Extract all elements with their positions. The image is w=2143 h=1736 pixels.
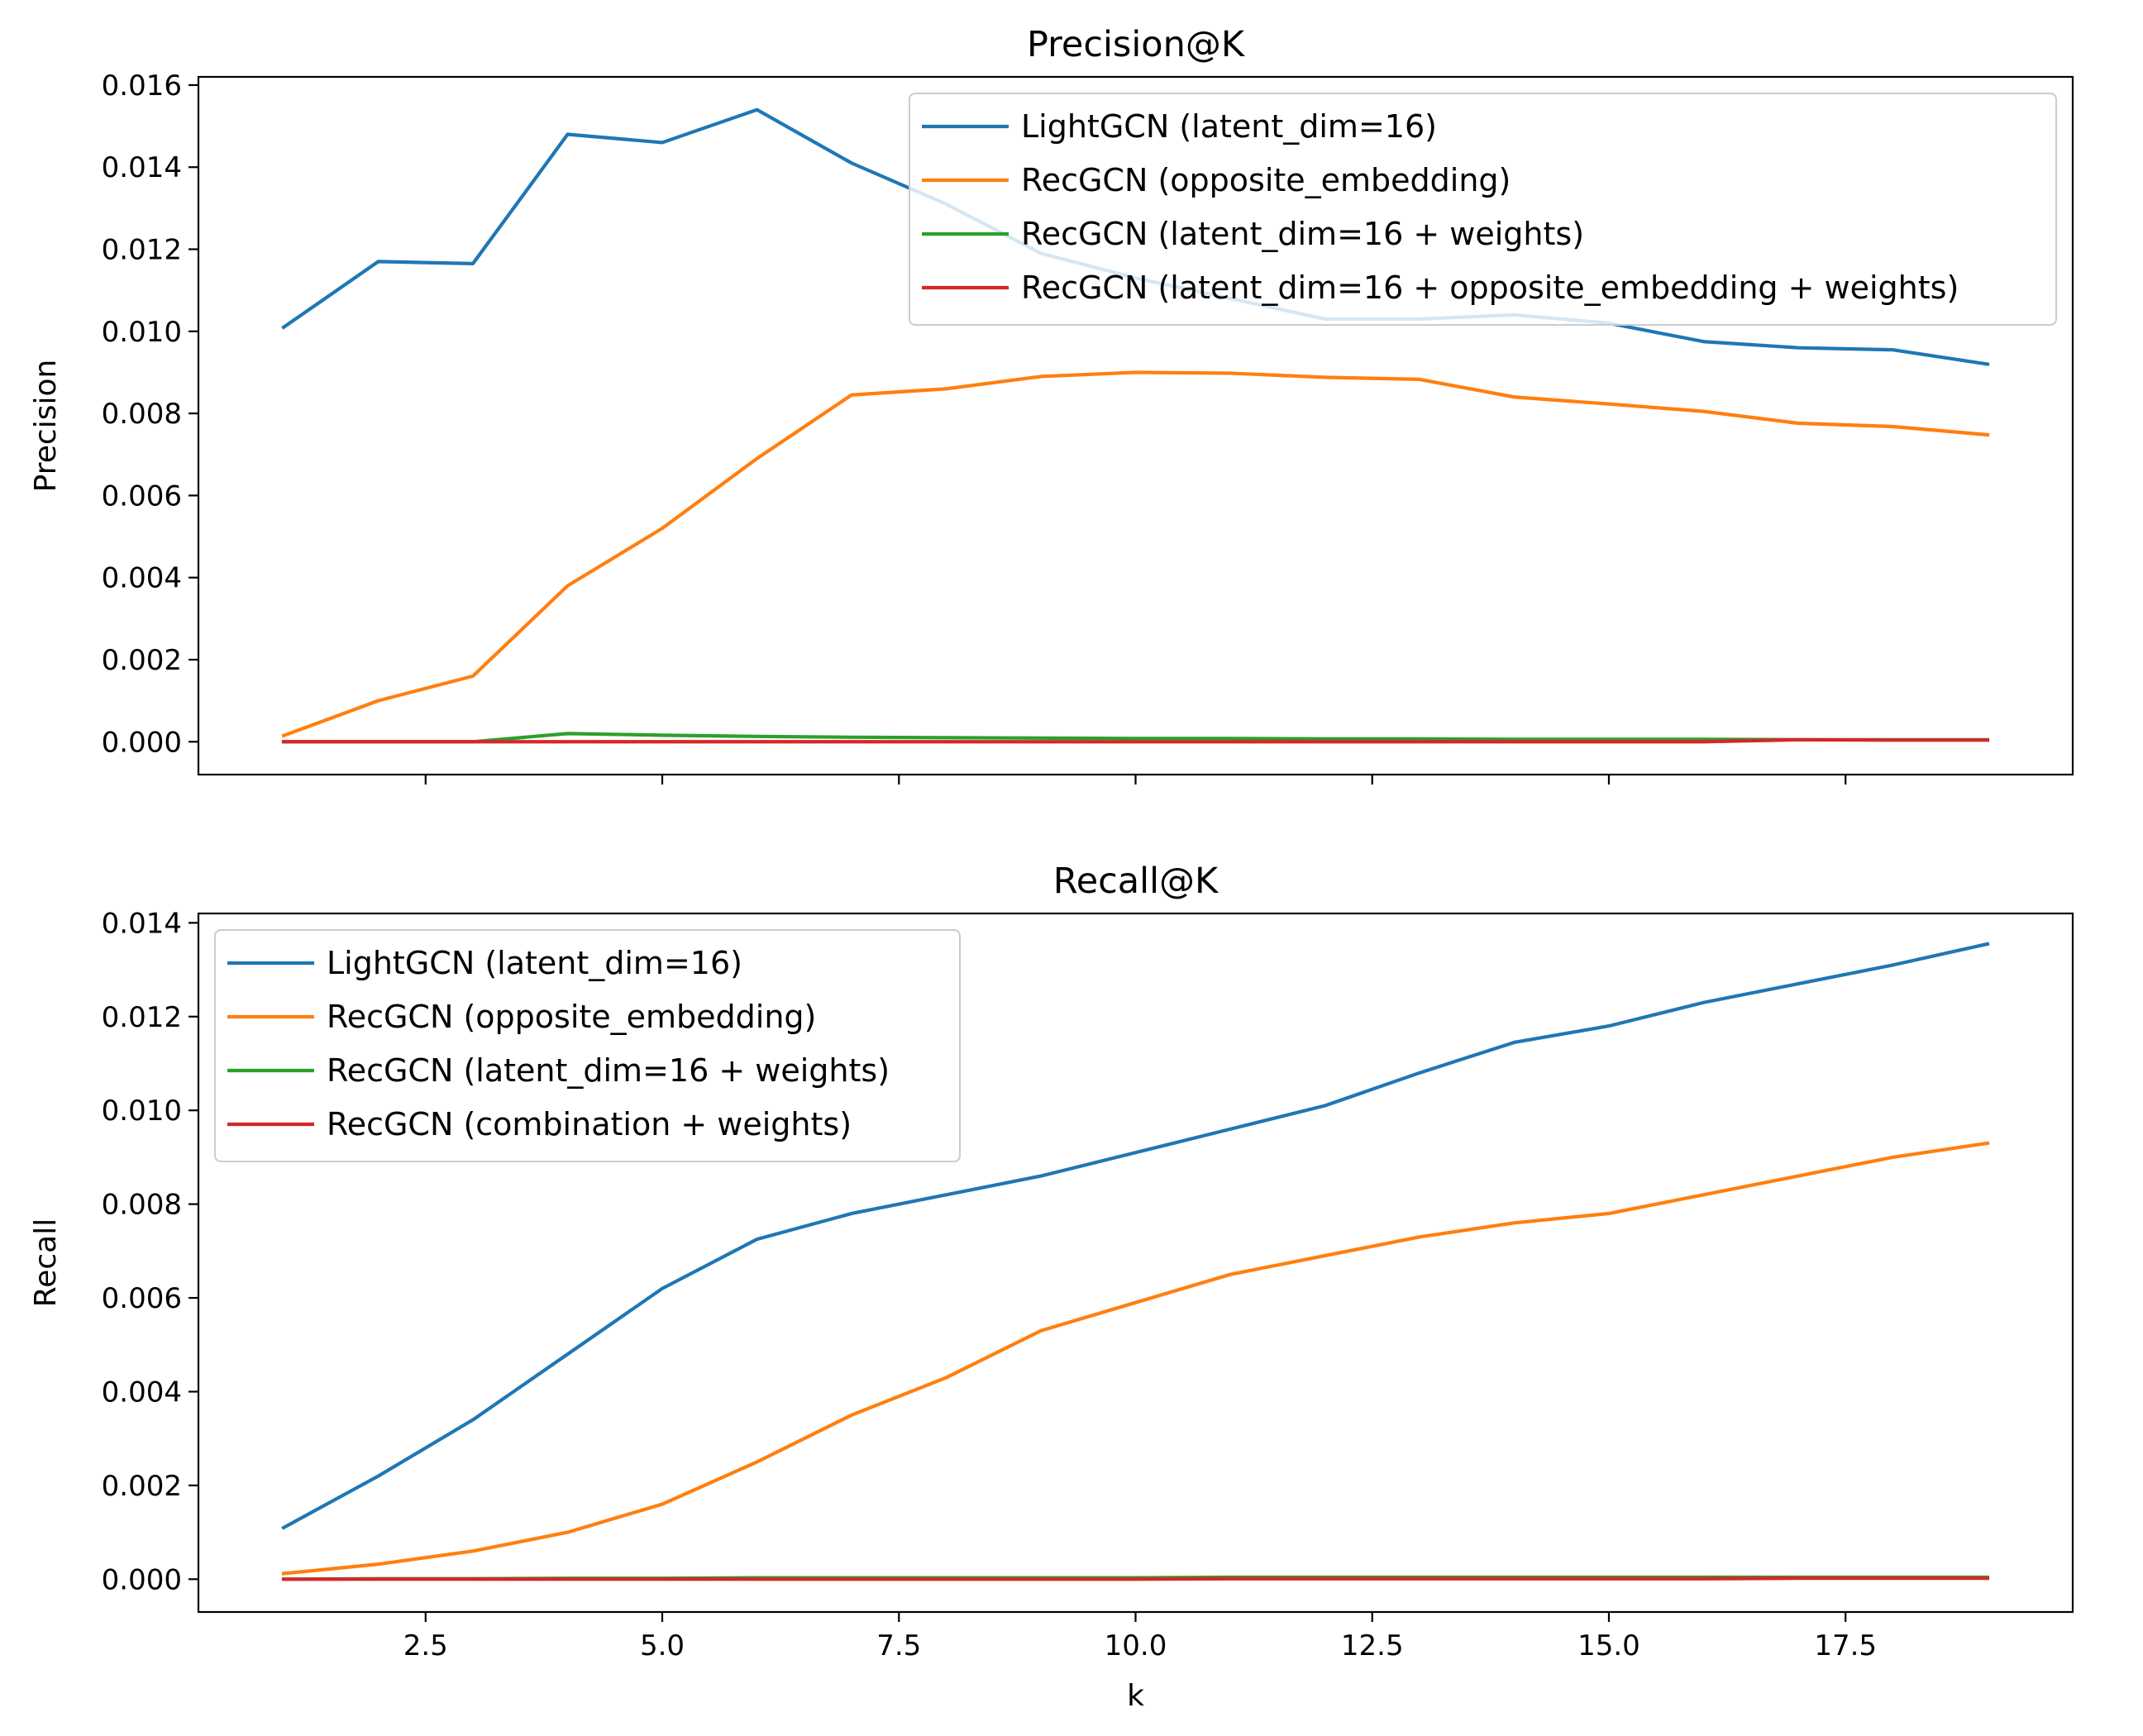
- recall-ytick-label: 0.006: [102, 1282, 182, 1315]
- recall-xtick-label: 12.5: [1341, 1629, 1404, 1662]
- recall-xtick-label: 2.5: [403, 1629, 448, 1662]
- precision-ytick-label: 0.008: [102, 398, 182, 431]
- recall-legend: LightGCN (latent_dim=16) RecGCN (opposite…: [214, 929, 961, 1162]
- recall-series-line-3: [281, 1576, 1990, 1581]
- recall-legend-label-3: RecGCN (combination + weights): [327, 1106, 852, 1142]
- recall-legend-label-2: RecGCN (latent_dim=16 + weights): [327, 1052, 890, 1089]
- recall-ytick-label: 0.008: [102, 1189, 182, 1222]
- recall-legend-label-1: RecGCN (opposite_embedding): [327, 999, 816, 1035]
- precision-legend-label-0: LightGCN (latent_dim=16): [1021, 108, 1437, 145]
- recall-ytick-label: 0.002: [102, 1470, 182, 1503]
- recall-ytick-label: 0.012: [102, 1001, 182, 1034]
- precision-series-line-1: [281, 370, 1990, 738]
- precision-y-axis-label: Precision: [29, 360, 63, 493]
- recall-legend-box: [214, 929, 961, 1162]
- precision-series-line-3: [281, 737, 1990, 744]
- precision-ytick-label: 0.006: [102, 479, 182, 513]
- recall-xtick-label: 15.0: [1577, 1629, 1640, 1662]
- recall-xtick-label: 7.5: [876, 1629, 921, 1662]
- precision-legend-box: [909, 93, 2057, 326]
- precision-ytick-label: 0.000: [102, 726, 182, 759]
- recall-chart: 0.000 0.002 0.004 0.006 0.008 0.010 0.012 0.014…: [29, 861, 2074, 1713]
- recall-xtick-label: 17.5: [1814, 1629, 1877, 1662]
- precision-chart: 0.000 0.002 0.004 0.006 0.008 0.010 0.012 0.014…: [29, 24, 2074, 785]
- recall-x-axis-label: k: [1127, 1679, 1144, 1713]
- recall-series-line-0: [281, 942, 1990, 1530]
- precision-ytick-label: 0.014: [102, 151, 182, 184]
- precision-legend: LightGCN (latent_dim=16) RecGCN (opposite…: [909, 93, 2057, 326]
- precision-ytick-label: 0.016: [102, 69, 182, 103]
- precision-series-line-2: [281, 732, 1990, 744]
- precision-legend-label-1: RecGCN (opposite_embedding): [1021, 162, 1511, 198]
- precision-chart-title: Precision@K: [1027, 24, 1246, 65]
- recall-ytick-label: 0.010: [102, 1095, 182, 1128]
- recall-series-group: [281, 942, 1990, 1581]
- recall-ytick-label: 0.014: [102, 907, 182, 940]
- precision-ytick-label: 0.012: [102, 234, 182, 267]
- precision-ytick-label: 0.002: [102, 644, 182, 677]
- recall-ytick-label: 0.004: [102, 1376, 182, 1409]
- precision-ytick-label: 0.010: [102, 316, 182, 349]
- precision-legend-label-2: RecGCN (latent_dim=16 + weights): [1021, 216, 1584, 252]
- recall-xtick-label: 5.0: [640, 1629, 685, 1662]
- recall-ytick-label: 0.000: [102, 1563, 182, 1596]
- precision-ytick-label: 0.004: [102, 562, 182, 595]
- recall-xtick-label: 10.0: [1105, 1629, 1167, 1662]
- precision-legend-label-3: RecGCN (latent_dim=16 + opposite_embeddi…: [1021, 269, 1959, 306]
- recall-legend-label-0: LightGCN (latent_dim=16): [327, 945, 742, 981]
- recall-chart-title: Recall@K: [1053, 861, 1219, 902]
- recall-y-axis-label: Recall: [29, 1219, 63, 1307]
- recall-series-line-1: [281, 1141, 1990, 1576]
